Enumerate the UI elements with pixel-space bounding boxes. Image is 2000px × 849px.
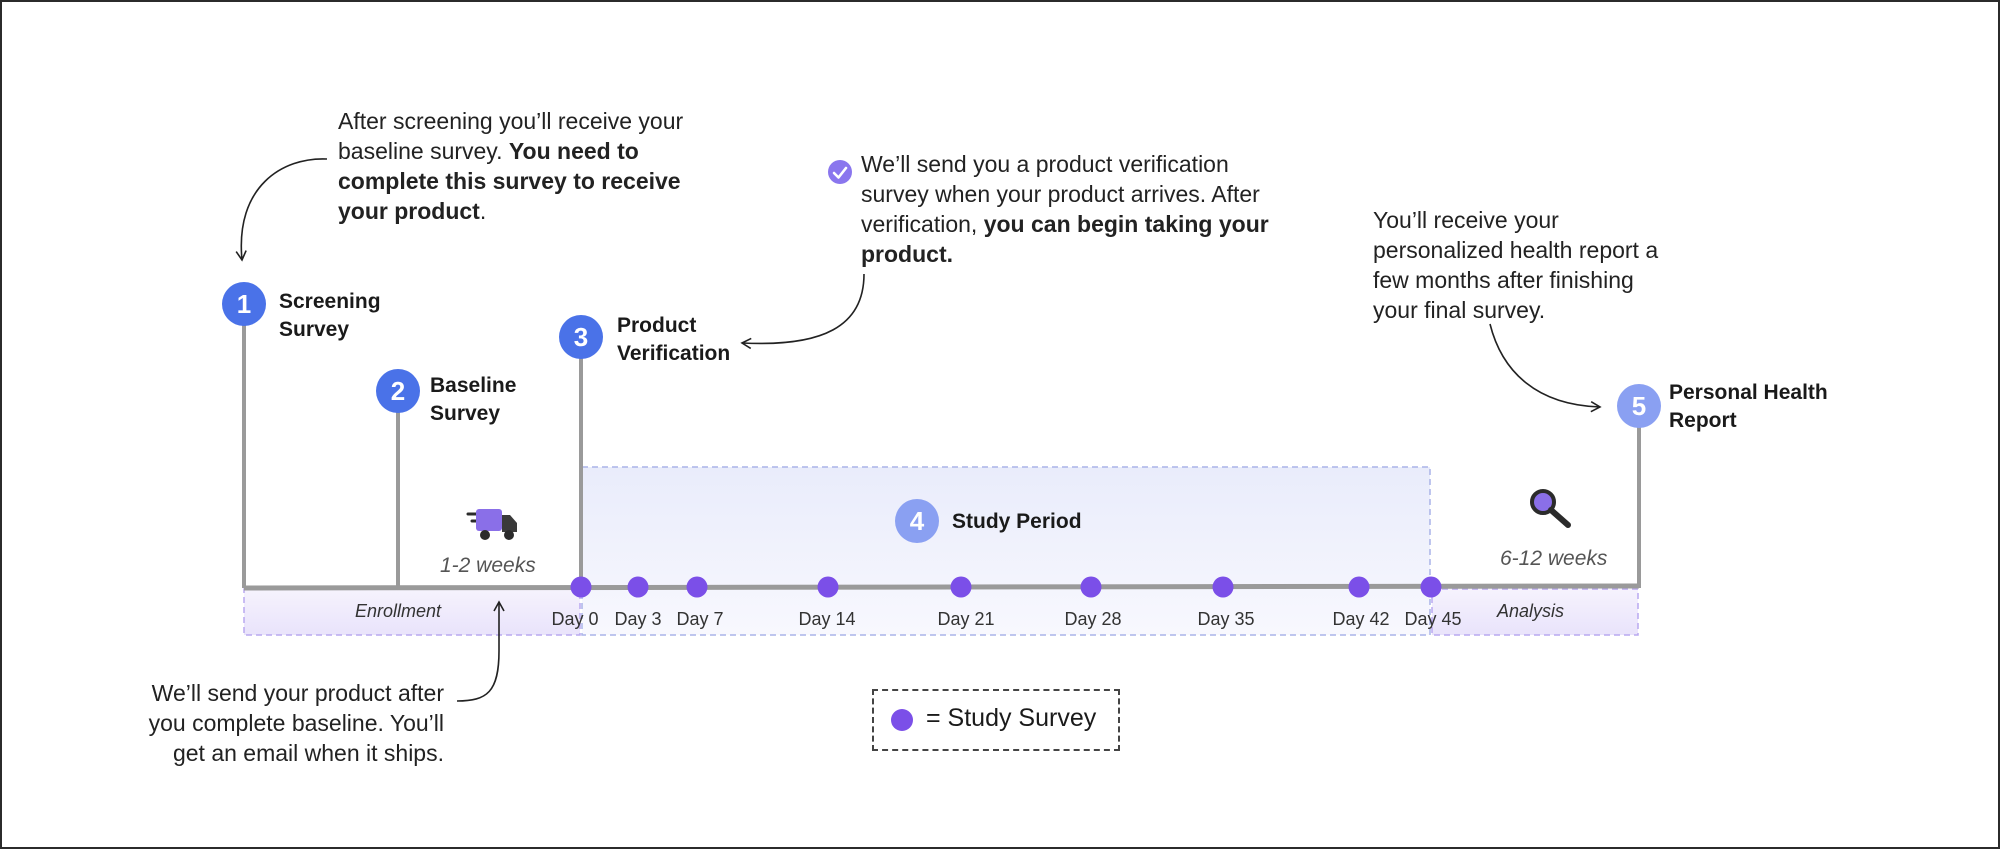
step-3-label: Product Verification [617,314,731,365]
survey-dot-day-21 [950,576,972,598]
day-label-3: Day 3 [614,609,662,629]
step-4-label: Study Period [952,510,1082,533]
arrow-to-screening [235,158,328,262]
survey-dot-day-42 [1348,576,1370,598]
survey-dot-day-14 [817,576,839,598]
baseline-note: After screening you’ll receive your base… [338,108,684,224]
survey-dot-day-28 [1080,576,1102,598]
timeline-axis [243,583,1640,591]
step-1-label: Screening Survey [279,290,381,341]
day-label-14: Day 14 [798,609,856,629]
enrollment-band [243,588,581,636]
day-label-35: Day 35 [1197,609,1255,629]
day-label-42: Day 42 [1332,609,1390,629]
shipping-note: We’ll send your product after you comple… [148,680,444,766]
day-label-7: Day 7 [676,609,724,629]
check-badge-icon [828,160,852,184]
shipping-duration: 1-2 weeks [440,554,536,577]
legend-label: = Study Survey [926,704,1097,732]
arrow-to-verification [740,273,865,350]
step-4-circle: 4 [895,499,939,543]
day-label-28: Day 28 [1064,609,1122,629]
analysis-phase-label: Analysis [1497,601,1565,621]
enrollment-phase-label: Enrollment [355,601,442,621]
day-label-0: Day 0 [551,609,599,629]
verification-note: We’ll send you a product verification su… [861,151,1269,267]
legend-box: = Study Survey [872,689,1120,751]
day-label-45: Day 45 [1404,609,1462,629]
survey-dot-day-35 [1212,576,1234,598]
study-period-band [581,466,1431,636]
step-2-label: Baseline Survey [430,374,517,425]
step-2-circle: 2 [376,369,420,413]
survey-dots [570,576,1442,598]
step-5-circle: 5 [1617,384,1661,428]
step-1-circle: 1 [222,282,266,326]
survey-dot-day-7 [686,576,708,598]
analysis-duration: 6-12 weeks [1500,547,1608,570]
day-label-21: Day 21 [937,609,995,629]
step-5-label: Personal Health Report [1669,381,1828,432]
analysis-band [1431,588,1639,636]
magnifier-icon [1530,489,1571,528]
survey-dot-day-3 [627,576,649,598]
step-3-circle: 3 [559,315,603,359]
report-note: You’ll receive your personalized health … [1373,207,1659,323]
survey-dot-day-45 [1420,576,1442,598]
survey-dot-day-0 [570,576,592,598]
delivery-truck-icon [466,509,517,540]
arrow-to-report [1489,323,1602,413]
survey-dot-icon [891,709,913,731]
arrow-to-enrollment-end [456,600,505,702]
